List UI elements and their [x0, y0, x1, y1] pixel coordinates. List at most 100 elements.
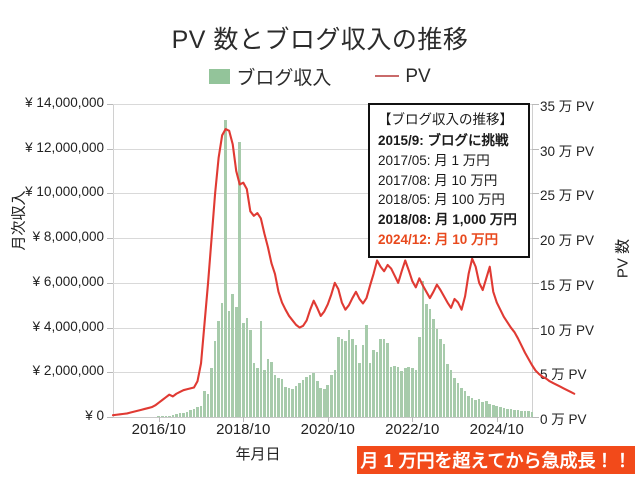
bar — [358, 363, 361, 417]
bar — [220, 302, 224, 417]
x-axis-tick-mark — [327, 417, 329, 422]
bar — [400, 371, 403, 417]
bar — [178, 412, 182, 417]
y-axis-left-tick-mark — [107, 238, 113, 240]
bar — [361, 345, 365, 417]
bar — [407, 366, 411, 417]
bar — [192, 408, 196, 417]
bar — [182, 413, 185, 417]
annotation-row: 2024/12: 月 10 万円 — [378, 232, 499, 248]
x-axis-tick-mark — [243, 417, 245, 422]
bar — [463, 391, 467, 417]
bar — [337, 336, 340, 417]
bar — [270, 362, 273, 417]
x-axis-title: 年月日 — [235, 446, 281, 463]
bar — [168, 415, 171, 417]
bar — [520, 410, 523, 417]
bar — [259, 320, 263, 417]
gridline — [113, 282, 532, 284]
y-axis-right-tick-label: 5 万 PV — [540, 367, 587, 383]
square-swatch-icon — [209, 69, 231, 84]
x-axis-baseline — [113, 417, 533, 418]
line-series-pv — [111, 127, 576, 417]
bar — [523, 411, 527, 417]
bar-series-income — [113, 104, 534, 417]
bar — [410, 367, 414, 417]
bar — [467, 395, 470, 417]
bar — [196, 407, 199, 417]
bar — [298, 383, 301, 417]
bar — [403, 367, 407, 417]
bar — [301, 380, 305, 417]
bar — [414, 370, 418, 417]
bar — [210, 367, 213, 417]
growth-banner: 月 1 万円を超えてから急成長！！ — [357, 446, 635, 474]
bar — [256, 367, 259, 417]
bar — [227, 310, 231, 417]
bar — [460, 387, 463, 417]
gridline — [113, 193, 532, 195]
bar — [185, 411, 189, 417]
bar — [509, 409, 513, 417]
x-axis-tick-label: 2018/10 — [216, 421, 271, 438]
bar — [389, 366, 393, 417]
bar — [224, 119, 227, 417]
plot-area — [111, 104, 576, 417]
bar — [284, 386, 287, 417]
legend-item-income: ブログ収入 — [209, 63, 331, 90]
annotation-row: 2015/9: ブログに挑戦 — [378, 132, 509, 148]
y-axis-right-tick-label: 0 万 PV — [540, 412, 587, 427]
y-axis-left-tick-label: ¥ 10,000,000 — [25, 184, 104, 200]
bar — [326, 384, 330, 417]
bar — [495, 405, 499, 417]
y-axis-left-spine — [113, 104, 114, 418]
y-axis-right-tick-mark — [532, 372, 539, 374]
y-axis-right-tick-mark — [532, 193, 539, 195]
line-swatch-icon — [375, 74, 400, 77]
bar — [368, 363, 372, 417]
legend-item-pv: PV — [375, 66, 431, 88]
gridline — [113, 238, 532, 240]
bar — [488, 403, 492, 417]
bar — [470, 398, 474, 417]
bar — [164, 416, 168, 417]
bar — [199, 405, 203, 417]
bar — [294, 385, 298, 417]
bar — [340, 338, 344, 417]
bar — [160, 416, 164, 417]
gridline — [113, 372, 532, 374]
bar — [234, 307, 238, 417]
bar — [322, 389, 326, 417]
bar — [502, 408, 506, 417]
y-axis-left-tick-mark — [107, 282, 113, 284]
y-axis-right-tick-label: 25 万 PV — [540, 188, 595, 204]
bar — [474, 400, 477, 417]
y-axis-right-tick-label: 20 万 PV — [540, 233, 595, 249]
x-axis-tick-mark — [158, 417, 160, 422]
y-axis-right-tick-label: 10 万 PV — [540, 322, 595, 338]
bar — [351, 338, 354, 417]
bar — [231, 294, 234, 417]
bar — [365, 325, 368, 417]
y-axis-right-tick-mark — [532, 104, 539, 105]
bar — [252, 363, 256, 417]
x-axis-tick-label: 2024/10 — [469, 421, 524, 438]
x-axis-tick-label: 2020/10 — [300, 421, 355, 438]
gridline — [113, 148, 532, 150]
x-axis-tick-mark — [496, 417, 498, 422]
bar — [315, 381, 319, 417]
bar — [484, 401, 488, 417]
bar — [527, 411, 530, 417]
y-axis-right-tick-mark — [532, 238, 539, 240]
bar — [432, 318, 435, 417]
bar — [319, 387, 323, 417]
bar — [425, 304, 428, 417]
bar — [333, 370, 337, 417]
bar — [393, 365, 396, 417]
bar — [386, 343, 389, 417]
bar — [491, 404, 495, 417]
bar — [477, 399, 481, 417]
bar — [344, 341, 347, 417]
bar — [273, 374, 277, 417]
y-axis-left-tick-mark — [107, 372, 113, 374]
